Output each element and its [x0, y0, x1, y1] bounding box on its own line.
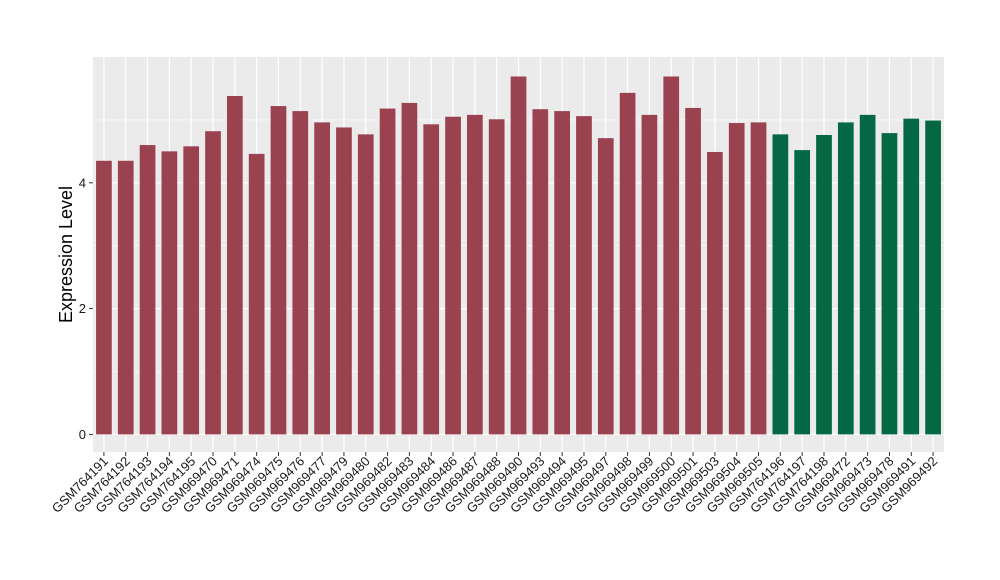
bar-GSM764198 [816, 134, 832, 435]
bar-GSM969492 [925, 120, 941, 435]
bar-GSM969475 [270, 106, 287, 435]
bar-GSM969504 [728, 123, 745, 435]
bar-GSM764194 [161, 151, 178, 435]
bar-GSM969498 [619, 92, 636, 435]
y-tick-label: 0 [79, 427, 86, 442]
bar-GSM969503 [707, 151, 723, 435]
bar-GSM764192 [117, 160, 134, 435]
x-axis: GSM764191GSM764192GSM764193GSM764194GSM7… [49, 452, 940, 516]
bar-GSM969483 [401, 102, 418, 435]
bar-GSM764193 [139, 145, 156, 435]
bar-GSM764191 [96, 160, 112, 435]
y-axis: 0 2 4 [79, 175, 93, 442]
bar-GSM969491 [903, 118, 920, 435]
bar-GSM969482 [379, 108, 396, 435]
bar-GSM969473 [859, 114, 876, 435]
bar-GSM969493 [532, 109, 549, 435]
bar-GSM969478 [881, 133, 898, 435]
bar-GSM969472 [837, 122, 854, 435]
bar-GSM764197 [794, 150, 811, 435]
bar-GSM764196 [772, 134, 789, 435]
bar-GSM969486 [445, 116, 461, 435]
bar-GSM969477 [314, 122, 330, 435]
bar-GSM969505 [750, 122, 767, 435]
bar-GSM764195 [183, 146, 200, 435]
bars [96, 76, 941, 435]
bar-GSM969471 [226, 95, 243, 435]
y-tick-label: 4 [79, 175, 86, 190]
bar-GSM969474 [248, 153, 265, 435]
bar-GSM969497 [597, 138, 614, 435]
bar-GSM969501 [685, 107, 701, 435]
bar-GSM969487 [467, 114, 483, 435]
y-axis-title: Expression Level [56, 186, 76, 323]
bar-GSM969494 [554, 111, 570, 435]
bar-GSM969499 [641, 114, 658, 435]
bar-GSM969480 [357, 134, 374, 435]
bar-GSM969500 [663, 76, 680, 435]
bar-GSM969490 [510, 76, 527, 435]
bar-GSM969488 [488, 119, 505, 435]
bar-GSM969479 [336, 127, 352, 435]
bar-GSM969484 [423, 124, 440, 435]
bar-GSM969495 [576, 116, 592, 435]
bar-GSM969470 [205, 131, 221, 435]
bar-GSM969476 [292, 111, 309, 435]
y-tick-label: 2 [79, 301, 86, 316]
